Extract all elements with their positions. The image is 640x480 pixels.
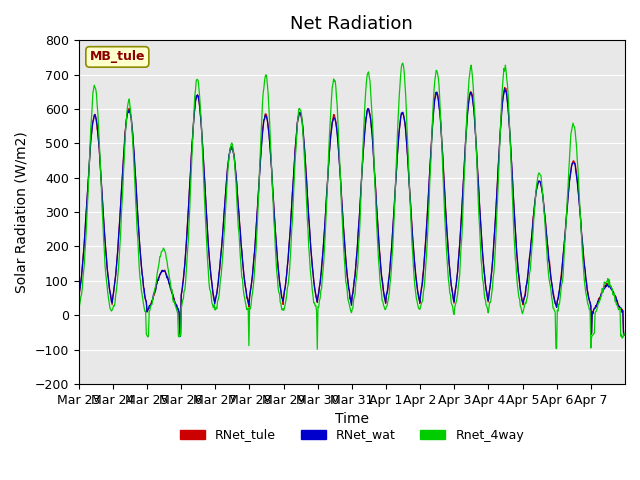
Line: RNet_wat: RNet_wat bbox=[79, 89, 625, 336]
RNet_tule bbox=[176, 334, 184, 339]
RNet_wat bbox=[267, 158, 275, 164]
RNet_wat bbox=[288, 204, 296, 210]
RNet_wat bbox=[440, 168, 447, 173]
Rnet_4way bbox=[399, 60, 406, 66]
RNet_tule bbox=[288, 204, 296, 210]
X-axis label: Time: Time bbox=[335, 412, 369, 426]
RNet_wat bbox=[177, 333, 184, 339]
Rnet_4way bbox=[75, 305, 83, 311]
RNet_wat bbox=[75, 294, 83, 300]
Text: MB_tule: MB_tule bbox=[90, 50, 145, 63]
Rnet_4way bbox=[440, 197, 448, 203]
Legend: RNet_tule, RNet_wat, Rnet_4way: RNet_tule, RNet_wat, Rnet_4way bbox=[175, 423, 529, 446]
RNet_tule bbox=[75, 294, 83, 300]
RNet_tule bbox=[240, 273, 248, 278]
RNet_wat bbox=[409, 236, 417, 242]
Line: RNet_tule: RNet_tule bbox=[79, 87, 625, 336]
Rnet_4way bbox=[287, 244, 295, 250]
RNet_wat bbox=[500, 86, 508, 92]
RNet_wat bbox=[240, 272, 248, 278]
RNet_wat bbox=[139, 276, 147, 281]
RNet_wat bbox=[621, 331, 629, 337]
Rnet_4way bbox=[239, 286, 247, 292]
Rnet_4way bbox=[266, 134, 274, 140]
Title: Net Radiation: Net Radiation bbox=[291, 15, 413, 33]
Line: Rnet_4way: Rnet_4way bbox=[79, 63, 625, 349]
RNet_tule bbox=[500, 84, 508, 90]
RNet_tule bbox=[621, 331, 629, 336]
RNet_tule bbox=[440, 164, 447, 169]
RNet_tule bbox=[267, 157, 275, 163]
Rnet_4way bbox=[314, 347, 321, 352]
Y-axis label: Solar Radiation (W/m2): Solar Radiation (W/m2) bbox=[15, 131, 29, 293]
RNet_tule bbox=[409, 236, 417, 242]
Rnet_4way bbox=[410, 264, 417, 270]
RNet_tule bbox=[139, 275, 147, 281]
Rnet_4way bbox=[139, 296, 147, 302]
Rnet_4way bbox=[621, 332, 629, 338]
